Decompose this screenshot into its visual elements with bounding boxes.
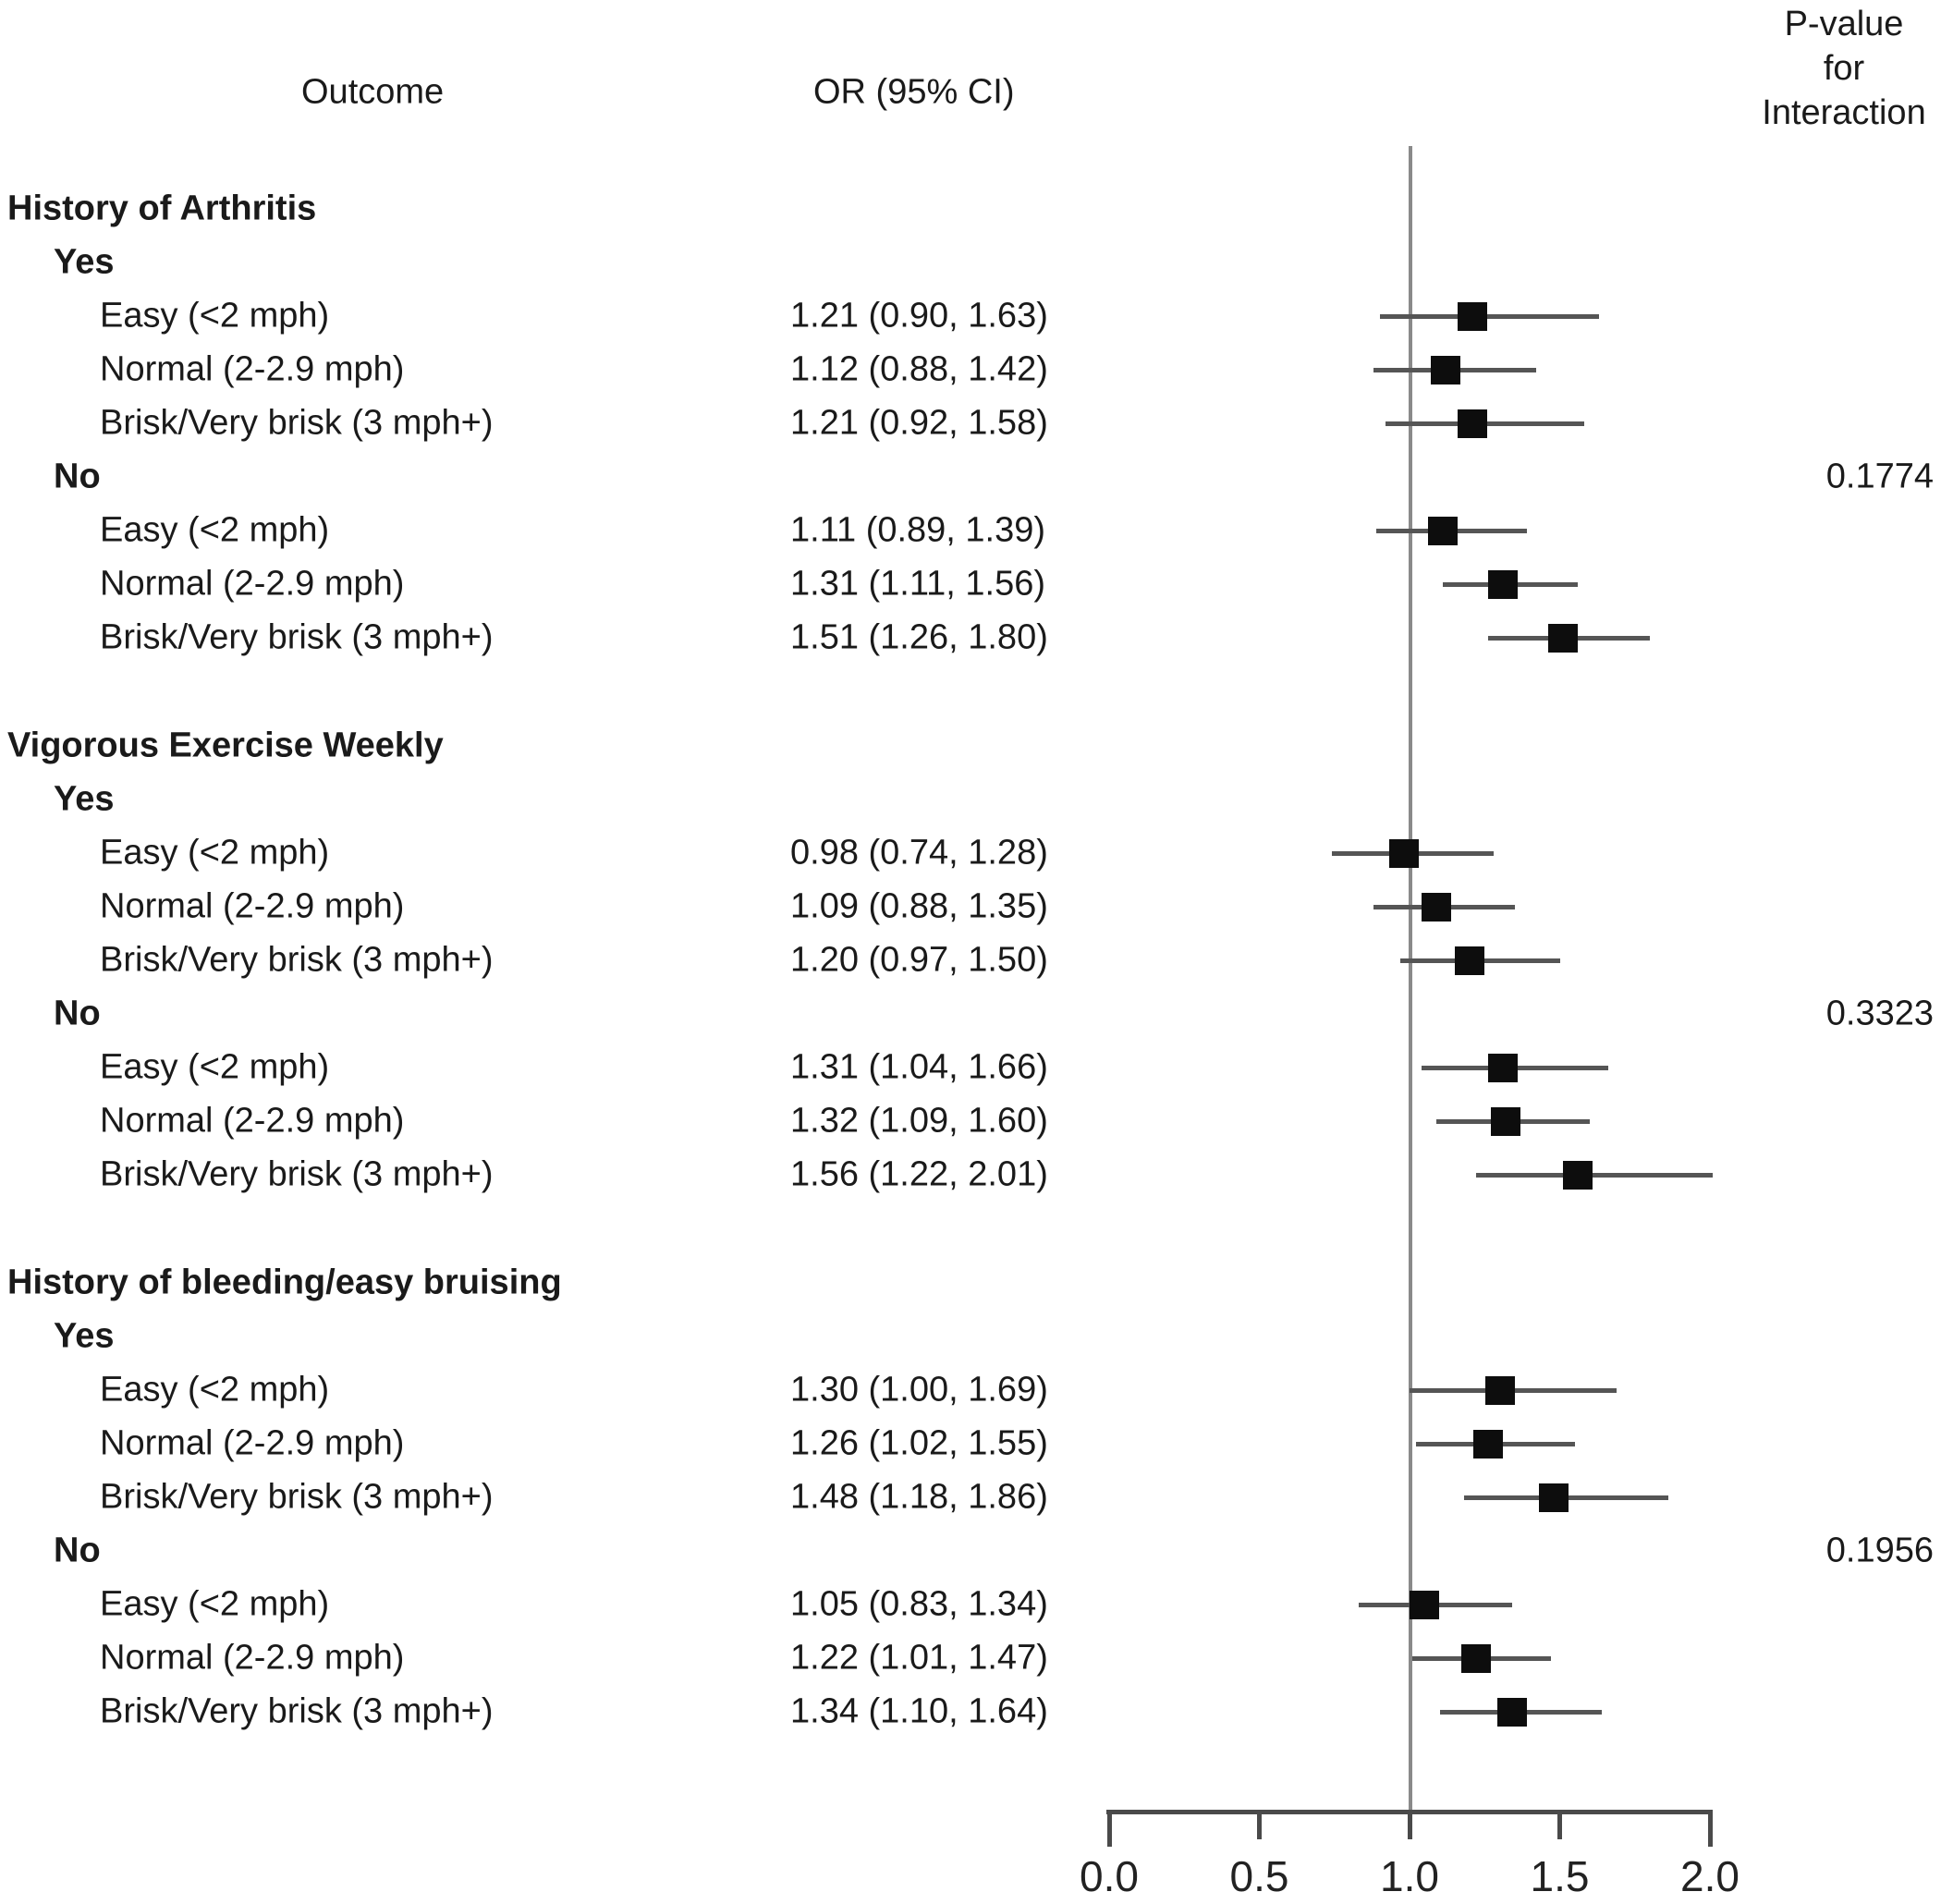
section-title: History of Arthritis <box>7 189 317 228</box>
row-or-ci-text: 1.09 (0.88, 1.35) <box>790 886 1048 926</box>
row-or-ci-text: 1.51 (1.26, 1.80) <box>790 617 1048 657</box>
row-label: Brisk/Very brisk (3 mph+) <box>100 940 494 980</box>
row-or-ci-text: 1.11 (0.89, 1.39) <box>790 510 1046 550</box>
or-marker <box>1484 1375 1515 1405</box>
row-label: Easy (<2 mph) <box>100 1370 330 1410</box>
or-marker <box>1458 409 1488 438</box>
row-or-ci-text: 1.20 (0.97, 1.50) <box>790 940 1048 980</box>
subgroup-label: Yes <box>54 779 115 819</box>
or-marker <box>1487 1053 1518 1082</box>
x-axis-tick-label: 0.0 <box>1080 1852 1139 1900</box>
pvalue-interaction: 0.1774 <box>1825 457 1934 496</box>
section-title: Vigorous Exercise Weekly <box>7 726 444 765</box>
row-label: Brisk/Very brisk (3 mph+) <box>100 1691 494 1731</box>
row-or-ci-text: 1.31 (1.11, 1.56) <box>790 564 1046 604</box>
subgroup-label: Yes <box>54 242 115 282</box>
pvalue-interaction: 0.3323 <box>1825 994 1934 1033</box>
subgroup-label: No <box>54 1531 101 1570</box>
or-marker <box>1472 1429 1503 1459</box>
row-or-ci-text: 1.21 (0.92, 1.58) <box>790 403 1048 443</box>
row-or-ci-text: 1.34 (1.10, 1.64) <box>790 1691 1048 1731</box>
outcome-column-header: Outcome <box>301 72 445 112</box>
row-label: Easy (<2 mph) <box>100 296 330 336</box>
or-marker <box>1410 1590 1440 1619</box>
row-label: Normal (2-2.9 mph) <box>100 349 405 389</box>
or-ci-column-header: OR (95% CI) <box>813 72 1015 112</box>
x-axis-tick <box>1557 1812 1562 1839</box>
row-label: Normal (2-2.9 mph) <box>100 1423 405 1463</box>
pvalue-interaction-column-header: P-value for Interaction <box>1747 2 1941 135</box>
or-marker <box>1458 301 1488 331</box>
row-label: Easy (<2 mph) <box>100 1584 330 1624</box>
row-label: Brisk/Very brisk (3 mph+) <box>100 617 494 657</box>
row-or-ci-text: 1.21 (0.90, 1.63) <box>790 296 1048 336</box>
section-title: History of bleeding/easy bruising <box>7 1263 562 1302</box>
or-marker <box>1496 1697 1527 1727</box>
or-marker <box>1422 892 1452 921</box>
or-marker <box>1388 838 1419 868</box>
x-axis-tick-label: 1.5 <box>1530 1852 1590 1900</box>
row-or-ci-text: 1.22 (1.01, 1.47) <box>790 1638 1048 1678</box>
row-label: Brisk/Very brisk (3 mph+) <box>100 1477 494 1517</box>
or-marker <box>1460 1643 1491 1673</box>
pvalue-header-line-3: Interaction <box>1762 93 1926 132</box>
or-marker <box>1487 569 1518 599</box>
x-axis-tick <box>1407 1812 1412 1839</box>
row-or-ci-text: 1.05 (0.83, 1.34) <box>790 1584 1048 1624</box>
x-axis-tick <box>1106 1812 1112 1847</box>
subgroup-label: No <box>54 457 101 496</box>
row-label: Normal (2-2.9 mph) <box>100 564 405 604</box>
row-label: Easy (<2 mph) <box>100 510 330 550</box>
row-or-ci-text: 0.98 (0.74, 1.28) <box>790 833 1048 873</box>
x-axis-tick <box>1707 1812 1713 1847</box>
row-label: Normal (2-2.9 mph) <box>100 1638 405 1678</box>
or-marker <box>1427 516 1458 545</box>
x-axis-tick <box>1257 1812 1262 1839</box>
row-label: Brisk/Very brisk (3 mph+) <box>100 1154 494 1194</box>
row-or-ci-text: 1.31 (1.04, 1.66) <box>790 1047 1048 1087</box>
or-marker <box>1431 355 1460 384</box>
pvalue-interaction: 0.1956 <box>1825 1531 1934 1570</box>
row-label: Easy (<2 mph) <box>100 833 330 873</box>
reference-line-or-1 <box>1409 146 1412 1812</box>
or-marker <box>1563 1160 1593 1190</box>
x-axis-tick-label: 0.5 <box>1229 1852 1289 1900</box>
or-marker <box>1491 1106 1520 1136</box>
subgroup-label: No <box>54 994 101 1033</box>
row-or-ci-text: 1.48 (1.18, 1.86) <box>790 1477 1048 1517</box>
or-marker <box>1455 946 1484 975</box>
pvalue-header-line-2: for <box>1823 49 1865 88</box>
row-label: Easy (<2 mph) <box>100 1047 330 1087</box>
row-or-ci-text: 1.56 (1.22, 2.01) <box>790 1154 1048 1194</box>
ci-line <box>1379 313 1599 319</box>
row-label: Normal (2-2.9 mph) <box>100 886 405 926</box>
pvalue-header-line-1: P-value <box>1784 5 1904 43</box>
or-marker <box>1539 1483 1569 1512</box>
row-or-ci-text: 1.12 (0.88, 1.42) <box>790 349 1048 389</box>
or-marker <box>1547 623 1578 653</box>
row-label: Brisk/Very brisk (3 mph+) <box>100 403 494 443</box>
ci-line <box>1475 1172 1714 1178</box>
row-or-ci-text: 1.26 (1.02, 1.55) <box>790 1423 1048 1463</box>
row-or-ci-text: 1.30 (1.00, 1.69) <box>790 1370 1048 1410</box>
subgroup-label: Yes <box>54 1316 115 1356</box>
row-or-ci-text: 1.32 (1.09, 1.60) <box>790 1101 1048 1141</box>
x-axis-tick-label: 2.0 <box>1680 1852 1740 1900</box>
x-axis-tick-label: 1.0 <box>1380 1852 1439 1900</box>
row-label: Normal (2-2.9 mph) <box>100 1101 405 1141</box>
